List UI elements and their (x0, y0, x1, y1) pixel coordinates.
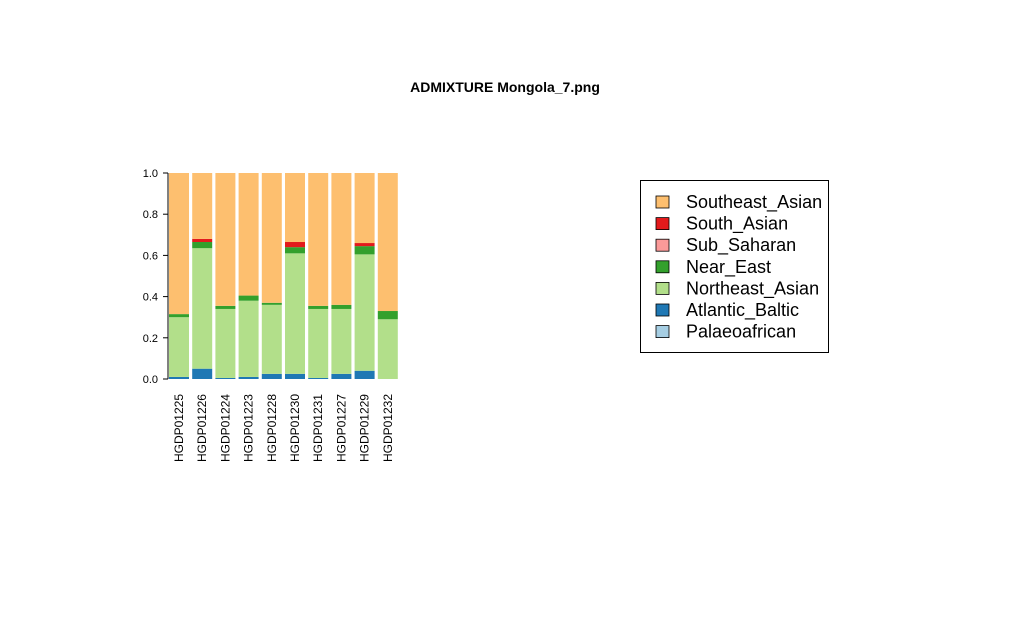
legend-item-atlantic-baltic: Atlantic_Baltic (655, 300, 799, 321)
bar-segment-southeast-asian (169, 173, 189, 315)
bar-segment-northeast-asian (192, 248, 213, 369)
bar-segment-southeast-asian (308, 173, 329, 306)
x-tick-label: HGDP01224 (218, 394, 232, 462)
legend-swatch (655, 325, 670, 339)
legend-item-sub-saharan: Sub_Saharan (655, 235, 796, 256)
bar-segment-northeast-asian (308, 308, 329, 378)
bar-stack-HGDP01228 (261, 173, 282, 379)
bar-segment-northeast-asian (238, 300, 259, 377)
bar-segment-northeast-asian (169, 317, 189, 377)
legend-label: South_Asian (686, 214, 788, 235)
bar-segment-south-asian (285, 242, 305, 248)
bar-segment-atlantic-baltic (215, 377, 236, 379)
legend-label: Palaeoafrican (686, 322, 796, 342)
chart-title: ADMIXTURE Mongola_7.png (410, 79, 600, 95)
bar-segment-near-east (169, 314, 189, 318)
y-tick-label: 0.4 (143, 292, 158, 304)
y-tick-label: 0.2 (143, 333, 158, 345)
bar-segment-atlantic-baltic (261, 373, 282, 379)
bar-stack-HGDP01230 (285, 173, 305, 379)
bars (169, 173, 398, 379)
legend-item-near-east: Near_East (655, 257, 771, 278)
bar-segment-south-asian (354, 243, 375, 247)
bar-segment-atlantic-baltic (192, 368, 213, 379)
bar-segment-near-east (215, 305, 236, 309)
bar-stack-HGDP01226 (192, 173, 213, 379)
x-axis-labels: HGDP01225 HGDP01226 HGDP01224 HGDP01223 HGDP… (172, 394, 395, 462)
bar-segment-northeast-asian (331, 308, 352, 374)
bar-segment-northeast-asian (261, 304, 282, 374)
legend-item-palaeoafrican: Palaeoafrican (655, 322, 796, 342)
x-tick-label: HGDP01231 (311, 394, 325, 462)
bar-segment-atlantic-baltic (285, 373, 305, 379)
bar-segment-southeast-asian (377, 173, 398, 312)
legend-swatch (655, 303, 670, 317)
legend-swatch (655, 195, 670, 209)
legend-swatch (655, 217, 670, 231)
y-tick-label: 1.0 (143, 168, 158, 180)
bar-segment-near-east (261, 302, 282, 305)
y-tick-label: 0.6 (143, 250, 158, 262)
bar-segment-northeast-asian (285, 253, 305, 374)
legend-item-southeast-asian: Southeast_Asian (655, 192, 822, 213)
bar-stack-HGDP01231 (308, 173, 329, 379)
legend-label: Southeast_Asian (686, 192, 822, 213)
bar-segment-southeast-asian (192, 173, 213, 239)
bar-segment-near-east (285, 247, 305, 254)
bar-segment-southeast-asian (285, 173, 305, 243)
bar-segment-near-east (354, 246, 375, 255)
legend-box (640, 180, 829, 353)
bar-segment-atlantic-baltic (308, 377, 329, 379)
bar-segment-southeast-asian (215, 173, 236, 306)
x-tick-label: HGDP01223 (242, 394, 256, 462)
legend-label: Sub_Saharan (686, 235, 796, 256)
y-tick-label: 0.8 (143, 209, 158, 221)
bar-stack-HGDP01224 (215, 173, 236, 379)
x-tick-label: HGDP01225 (172, 394, 186, 462)
bar-stack-HGDP01227 (331, 173, 352, 379)
x-tick-label: HGDP01229 (358, 394, 372, 462)
y-tick-label: 0.0 (143, 374, 158, 386)
legend: Southeast_AsianSouth_AsianSub_SaharanNea… (640, 180, 829, 353)
bar-segment-southeast-asian (261, 173, 282, 303)
bar-segment-atlantic-baltic (331, 373, 352, 379)
bar-segment-near-east (331, 304, 352, 309)
y-axis: 0.0 0.2 0.4 0.6 0.8 1.0 (143, 168, 169, 386)
x-tick-label: HGDP01226 (195, 394, 209, 462)
bar-stack-HGDP01232 (377, 173, 398, 379)
x-tick-label: HGDP01232 (381, 394, 395, 462)
bar-segment-northeast-asian (354, 254, 375, 371)
x-tick-label: HGDP01230 (288, 394, 302, 462)
bar-segment-southeast-asian (354, 173, 375, 244)
legend-swatch (655, 238, 670, 252)
bar-segment-near-east (238, 295, 259, 301)
bar-segment-near-east (192, 242, 213, 249)
legend-label: Northeast_Asian (686, 278, 819, 299)
bar-segment-near-east (308, 305, 329, 309)
bar-segment-south-asian (192, 238, 213, 243)
legend-item-northeast-asian: Northeast_Asian (655, 278, 819, 299)
legend-label: Atlantic_Baltic (686, 300, 799, 321)
legend-swatch (655, 281, 670, 295)
bar-segment-atlantic-baltic (169, 376, 189, 379)
bar-segment-southeast-asian (238, 173, 259, 296)
legend-label: Near_East (686, 257, 771, 278)
x-tick-label: HGDP01228 (265, 394, 279, 462)
bar-stack-HGDP01223 (238, 173, 259, 379)
x-tick-label: HGDP01227 (334, 394, 348, 462)
bar-segment-northeast-asian (215, 308, 236, 378)
bar-stack-HGDP01229 (354, 173, 375, 379)
bar-segment-near-east (377, 311, 398, 320)
legend-swatch (655, 260, 670, 274)
bar-stack-HGDP01225 (169, 173, 189, 379)
legend-item-south-asian: South_Asian (655, 214, 788, 235)
bar-segment-atlantic-baltic (238, 376, 259, 379)
bar-segment-northeast-asian (377, 319, 398, 379)
bar-segment-southeast-asian (331, 173, 352, 305)
bar-segment-atlantic-baltic (354, 370, 375, 379)
